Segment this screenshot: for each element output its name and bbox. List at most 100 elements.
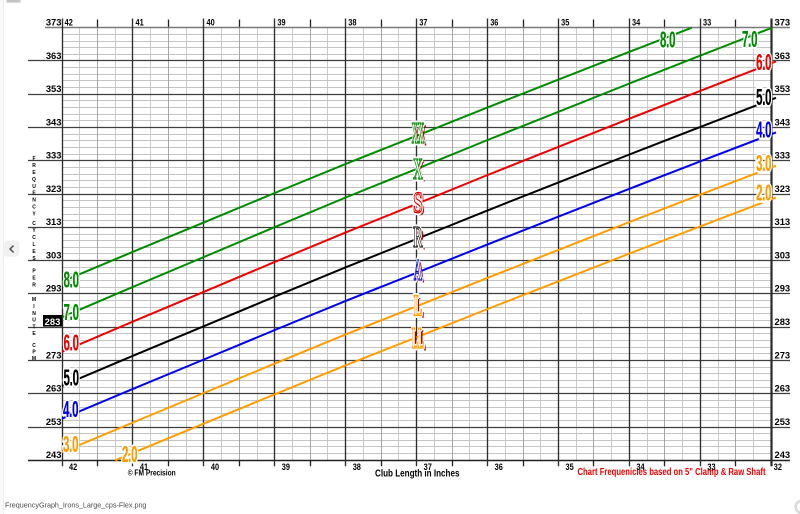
svg-text:E: E (32, 276, 36, 282)
svg-text:8.0: 8.0 (660, 27, 675, 52)
svg-text:33: 33 (703, 17, 711, 28)
svg-text:L: L (416, 290, 425, 325)
svg-text:U: U (32, 184, 36, 190)
svg-text:7.0: 7.0 (64, 300, 79, 325)
svg-text:293: 293 (46, 283, 62, 294)
svg-text:L: L (32, 242, 35, 248)
svg-text:42: 42 (69, 461, 77, 472)
svg-text:N: N (32, 311, 36, 317)
svg-text:32: 32 (774, 461, 782, 472)
svg-text:313: 313 (775, 216, 791, 227)
svg-text:E: E (32, 249, 36, 255)
svg-text:303: 303 (46, 249, 62, 260)
svg-text:4.0: 4.0 (63, 397, 78, 422)
svg-text:333: 333 (775, 150, 791, 161)
svg-text:373: 373 (46, 17, 62, 28)
svg-text:6.0: 6.0 (64, 330, 79, 355)
svg-text:33: 33 (707, 461, 715, 472)
svg-text:8.0: 8.0 (64, 267, 79, 292)
svg-text:283: 283 (45, 316, 61, 327)
svg-text:363: 363 (46, 50, 62, 61)
svg-text:4.0: 4.0 (756, 117, 771, 142)
svg-text:A: A (414, 252, 422, 287)
svg-text:313: 313 (46, 216, 62, 227)
svg-text:41: 41 (140, 461, 148, 472)
svg-text:38: 38 (353, 461, 361, 472)
svg-text:353: 353 (46, 83, 62, 94)
svg-text:273: 273 (46, 349, 62, 360)
svg-text:R: R (32, 283, 36, 289)
svg-text:263: 263 (775, 383, 791, 394)
svg-text:34: 34 (636, 461, 645, 472)
svg-text:243: 243 (775, 449, 791, 460)
svg-text:3.0: 3.0 (756, 151, 771, 176)
svg-text:XX: XX (412, 115, 425, 150)
svg-text:N: N (32, 198, 36, 204)
svg-text:C: C (32, 221, 36, 227)
svg-text:5.0: 5.0 (756, 85, 771, 110)
svg-text:6.0: 6.0 (64, 330, 79, 355)
svg-text:S: S (413, 185, 423, 220)
svg-text:323: 323 (775, 183, 791, 194)
svg-text:E: E (32, 170, 36, 176)
svg-text:253: 253 (46, 416, 62, 427)
svg-text:C: C (32, 235, 36, 241)
svg-text:E: E (32, 331, 36, 337)
svg-text:34: 34 (632, 17, 641, 28)
svg-text:373: 373 (775, 17, 791, 28)
svg-text:7.0: 7.0 (64, 300, 79, 325)
svg-text:A: A (414, 252, 422, 287)
svg-text:X: X (413, 151, 423, 186)
svg-text:7.0: 7.0 (742, 27, 757, 52)
svg-text:37: 37 (424, 461, 432, 472)
svg-text:XX: XX (412, 115, 425, 150)
svg-text:E: E (32, 191, 36, 197)
svg-text:2.0: 2.0 (122, 442, 137, 467)
svg-text:36: 36 (490, 17, 498, 28)
svg-text:35: 35 (566, 461, 574, 472)
svg-text:263: 263 (46, 383, 62, 394)
svg-text:R: R (416, 222, 425, 257)
svg-text:4.0: 4.0 (63, 397, 78, 422)
svg-text:5.0: 5.0 (64, 365, 79, 390)
svg-text:8.0: 8.0 (64, 267, 79, 292)
svg-text:39: 39 (277, 17, 285, 28)
svg-text:Y: Y (32, 228, 36, 234)
svg-text:L: L (414, 288, 423, 323)
svg-text:A: A (416, 255, 424, 290)
svg-text:6.0: 6.0 (756, 50, 771, 75)
svg-text:Chart Frequenicies based on 5": Chart Frequenicies based on 5" Clamp & R… (578, 467, 767, 478)
svg-text:F: F (32, 156, 35, 162)
svg-text:333: 333 (46, 150, 62, 161)
svg-text:293: 293 (775, 283, 791, 294)
svg-text:8.0: 8.0 (660, 27, 675, 52)
svg-text:S: S (32, 256, 36, 262)
svg-text:37: 37 (419, 17, 427, 28)
svg-text:35: 35 (561, 17, 569, 28)
svg-text:3.0: 3.0 (63, 432, 78, 457)
svg-text:S: S (413, 185, 423, 220)
svg-text:I: I (33, 304, 35, 310)
svg-text:S: S (415, 187, 425, 222)
svg-text:343: 343 (775, 116, 791, 127)
svg-text:R: R (413, 219, 422, 254)
svg-text:41: 41 (136, 17, 144, 28)
svg-text:5.0: 5.0 (756, 85, 771, 110)
svg-text:363: 363 (775, 50, 791, 61)
svg-text:283: 283 (775, 316, 791, 327)
svg-text:2.0: 2.0 (756, 180, 771, 205)
svg-text:XX: XX (414, 118, 427, 153)
svg-text:© FM Precision: © FM Precision (128, 468, 176, 478)
svg-text:243: 243 (46, 449, 62, 460)
svg-text:LL: LL (412, 320, 424, 355)
svg-text:P: P (32, 350, 36, 356)
svg-text:LL: LL (412, 320, 424, 355)
svg-text:323: 323 (46, 183, 62, 194)
svg-text:U: U (32, 318, 36, 324)
svg-text:353: 353 (775, 83, 791, 94)
svg-text:R: R (32, 163, 36, 169)
svg-text:303: 303 (775, 249, 791, 260)
svg-text:40: 40 (207, 17, 215, 28)
svg-text:7.0: 7.0 (742, 27, 757, 52)
svg-text:Club Length in Inches: Club Length in Inches (375, 468, 460, 479)
